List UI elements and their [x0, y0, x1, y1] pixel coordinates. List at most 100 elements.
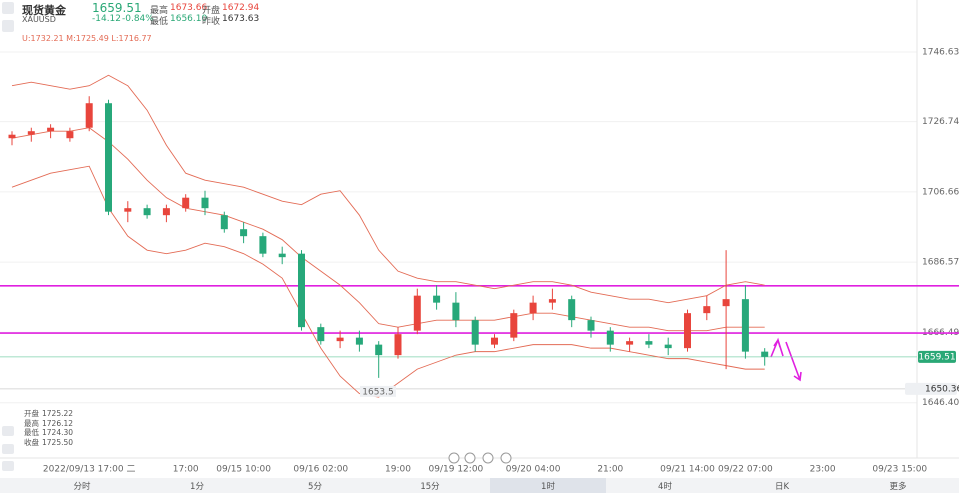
info-row: 最高 1726.12 — [24, 419, 73, 429]
y-tick-label: 1726.74 — [922, 117, 959, 127]
info-row: 收盘 1725.50 — [24, 438, 73, 448]
label: 昨收 — [202, 17, 221, 27]
candle-body — [124, 208, 132, 212]
candle-body — [626, 341, 634, 345]
candle-body — [66, 131, 74, 139]
candle-body — [259, 236, 267, 254]
candle-body — [722, 299, 730, 307]
boll-values: U:1732.21 M:1725.49 L:1716.77 — [22, 34, 152, 43]
low-badge — [360, 385, 396, 397]
info-label: 最高 — [24, 418, 39, 428]
candle-body — [278, 253, 286, 258]
x-tick-label: 09/20 04:00 — [506, 465, 561, 475]
arrow-down — [785, 341, 802, 382]
candle-body — [240, 229, 248, 237]
candle-body — [529, 302, 537, 314]
info-value: 1725.22 — [42, 409, 74, 418]
candle-body — [85, 103, 93, 128]
x-tick-label: 09/19 12:00 — [429, 465, 484, 475]
timeframe-tab[interactable]: 日K — [774, 482, 790, 492]
info-panel: 开盘 1725.22 最高 1726.12 最低 1724.30 收盘 1725.50 — [24, 409, 73, 447]
candle-body — [394, 334, 402, 356]
info-row: 开盘 1725.22 — [24, 409, 73, 419]
y-tick-label: 1686.57 — [922, 258, 959, 268]
candle-body — [664, 344, 672, 349]
label: 开盘 — [202, 6, 221, 16]
bollinger-middle — [11, 127, 765, 332]
candle-body — [471, 320, 479, 345]
candle-body — [143, 208, 151, 216]
info-label: 最低 — [24, 428, 39, 437]
tool-button[interactable] — [2, 444, 14, 454]
last-price-badge — [918, 350, 956, 363]
timeframe-tab[interactable]: 15分 — [420, 482, 440, 492]
x-tick-label: 09/21 14:00 — [660, 465, 715, 475]
candle-body — [336, 337, 344, 342]
timeframe-tab[interactable]: 1时 — [541, 482, 555, 492]
candle-body — [105, 103, 112, 212]
x-tick-label: 09/15 10:00 — [216, 465, 271, 475]
instrument-name[interactable]: 现货黄金 — [22, 4, 66, 17]
candle-body — [510, 313, 518, 338]
info-value: 1725.50 — [42, 437, 74, 447]
candle-body — [703, 306, 711, 314]
value: 1673.63 — [222, 14, 260, 24]
candle-body — [645, 341, 653, 345]
tool-button[interactable] — [2, 426, 14, 436]
y-tick-label: 1706.66 — [922, 187, 959, 197]
candle-body — [761, 351, 769, 357]
candle-body — [741, 299, 749, 352]
x-tick-label: 2022/09/13 17:00 二 — [43, 465, 136, 475]
symbol: XAUUSD — [22, 15, 56, 24]
info-value: 1726.12 — [42, 418, 74, 428]
arrow-up — [770, 337, 784, 358]
close-button[interactable] — [2, 2, 14, 14]
info-label: 收盘 — [24, 437, 39, 447]
tool-button[interactable] — [2, 461, 14, 471]
alert-badge — [905, 382, 957, 395]
info-row: 最低 1724.30 — [24, 428, 73, 438]
value: 1672.94 — [222, 3, 260, 13]
candle-body — [491, 337, 498, 345]
x-tick-label: 19:00 — [385, 465, 411, 475]
candle-body — [375, 344, 383, 356]
candle-body — [548, 299, 556, 303]
x-tick-label: 09/22 07:00 — [718, 465, 773, 475]
candle-body — [27, 131, 35, 135]
timeframe-tab[interactable]: 更多 — [889, 482, 907, 492]
alert-label: 1650.36 — [925, 384, 959, 394]
candle-body — [684, 313, 691, 349]
candle-body — [317, 327, 325, 342]
bollinger-upper — [11, 74, 765, 304]
y-tick-label: 1646.40 — [922, 398, 959, 408]
y-tick-label: 1746.63 — [922, 48, 959, 58]
label: 最高 — [150, 6, 169, 16]
x-tick-label: 17:00 — [173, 465, 199, 475]
candle-body — [220, 215, 228, 230]
tabs: 分时 1分 5分 15分 1时 4时 日K 更多 — [0, 478, 959, 493]
candle-body — [47, 127, 55, 132]
candle-body — [162, 208, 170, 216]
candle-body — [8, 134, 16, 139]
value: 1656.10 — [170, 14, 208, 24]
expand-button[interactable] — [2, 20, 14, 32]
x-tick-label: 09/23 15:00 — [872, 465, 927, 475]
candle-body — [413, 295, 421, 331]
timeframe-tab[interactable]: 分时 — [73, 482, 91, 492]
candle-body — [298, 253, 305, 328]
zoom-controls[interactable] — [448, 452, 512, 464]
timeframe-tab[interactable]: 5分 — [308, 482, 322, 492]
change-pct: -0.84% — [122, 14, 154, 24]
x-tick-label: 21:00 — [597, 465, 623, 475]
timeframe-tab[interactable]: 1分 — [190, 482, 204, 492]
tab-bar — [0, 478, 959, 493]
timeframe-tab[interactable]: 4时 — [658, 482, 672, 492]
candle-body — [452, 302, 460, 321]
info-label: 开盘 — [24, 409, 39, 418]
price: 1659.51 — [92, 1, 142, 15]
candle-body — [182, 197, 190, 209]
candle-body — [433, 295, 441, 303]
x-tick-label: 09/16 02:00 — [293, 465, 348, 475]
